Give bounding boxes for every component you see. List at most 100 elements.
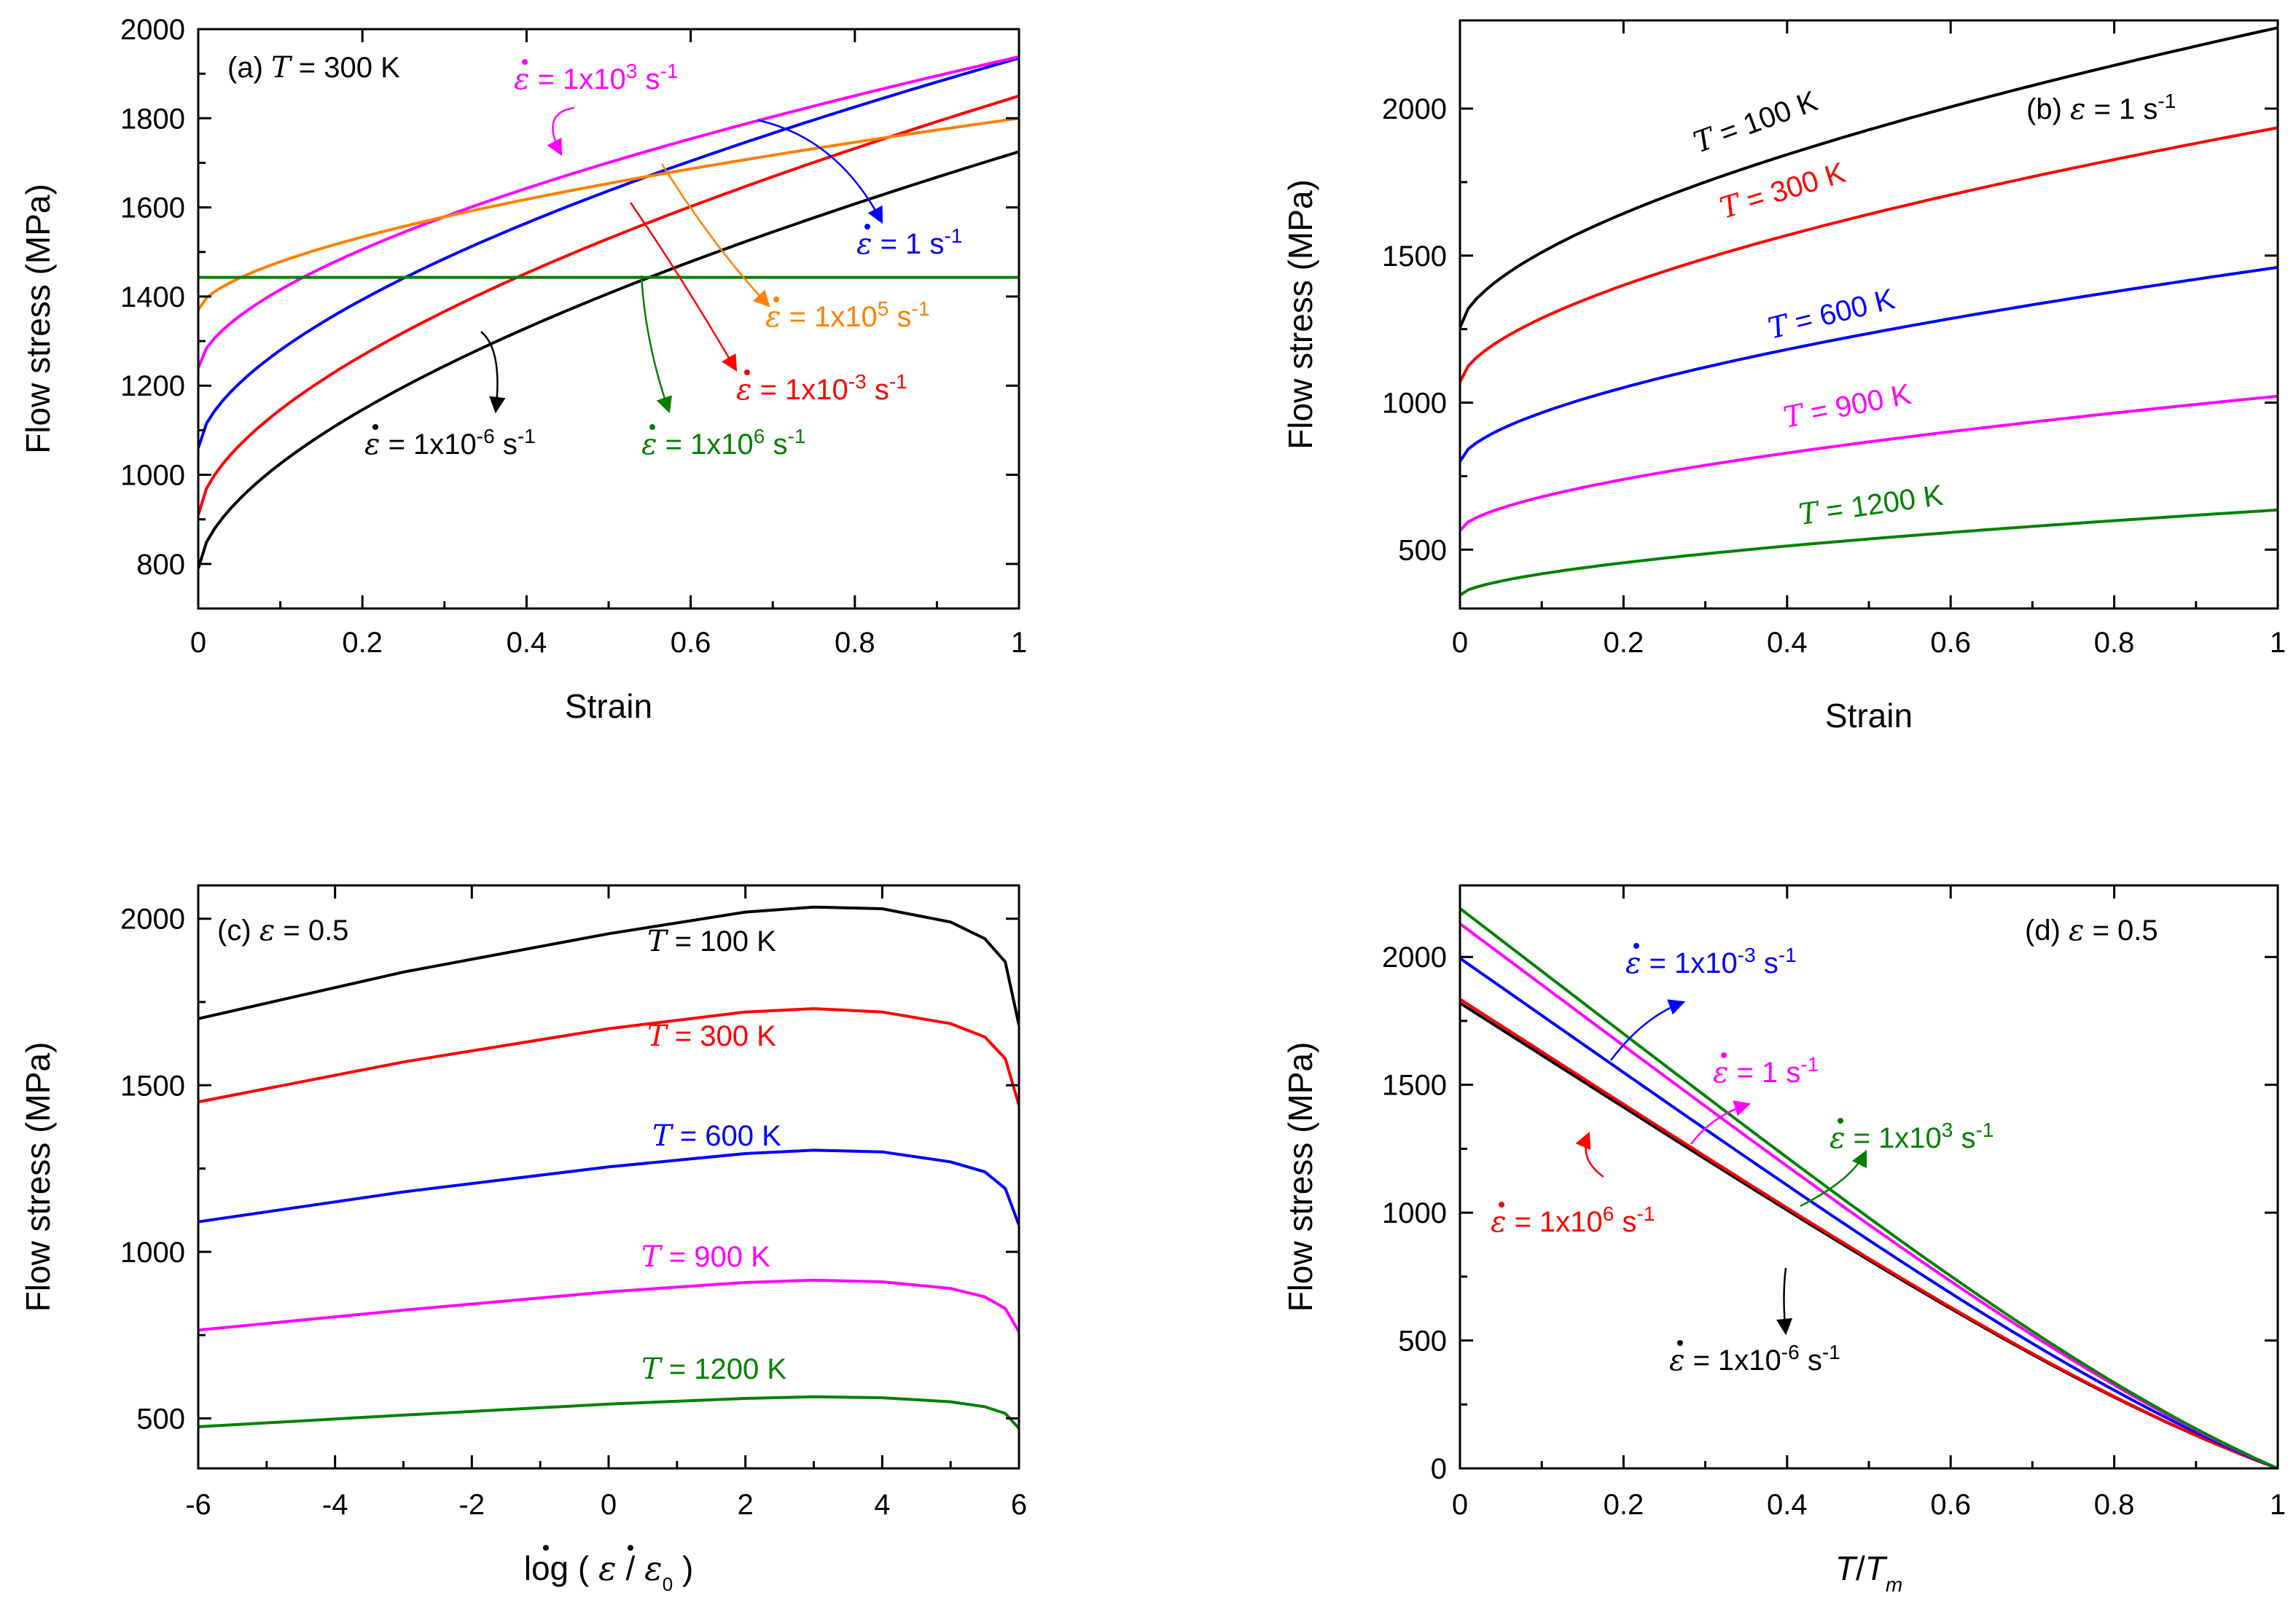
- x-tick-label: 2: [738, 1489, 754, 1521]
- x-tick-label: 0.8: [2094, 1489, 2135, 1521]
- series-line-1: [198, 905, 1019, 1026]
- series-line-2: [1460, 998, 2278, 1468]
- annotation-text: = 1 s: [1728, 1057, 1800, 1089]
- annotation-text: = 1x10: [751, 374, 848, 406]
- annotation-arrow: [1776, 1267, 1793, 1336]
- plot-frame: [1459, 884, 2279, 1470]
- annotation-text: = 1x10: [1641, 947, 1737, 979]
- annotation-text: s: [765, 428, 787, 461]
- xlabel-symbol: T: [1835, 1549, 1858, 1587]
- annotation-1: T = 100 K: [647, 925, 776, 958]
- annotation-text: = 1x10: [529, 63, 625, 95]
- series-group: [1460, 907, 2278, 1468]
- annotation-text: = 1x10: [657, 428, 753, 461]
- rate-dot: [1677, 1340, 1683, 1346]
- series-line-1: [198, 150, 1019, 569]
- series-line-5: [198, 1395, 1019, 1430]
- condition-symbol: T: [271, 51, 293, 85]
- series-group: [1460, 26, 2278, 597]
- annotation-text: s: [637, 63, 660, 95]
- annotation-superscript: -3: [1738, 944, 1756, 966]
- annotation-arrow: [480, 331, 506, 414]
- x-axis-title: Strain: [1825, 697, 1913, 735]
- x-tick-label: 0.6: [1930, 627, 1971, 659]
- annotation-label: ε = 1x10-3 s-1: [1625, 944, 1797, 981]
- x-tick-label: 0.2: [1604, 1489, 1644, 1521]
- annotation-superscript: 3: [1942, 1119, 1953, 1141]
- annotation-label: ε = 1x106 s-1: [641, 425, 805, 462]
- xlabel-rate-dot: [543, 1545, 549, 1551]
- annotation-arrow: [1800, 1149, 1867, 1207]
- annotation-2: ε = 1 s-1: [856, 224, 962, 261]
- rate-dot: [1838, 1118, 1843, 1124]
- series-line-2: [198, 1007, 1019, 1106]
- annotation-4: T = 900 K: [641, 1240, 770, 1274]
- rate-dot: [372, 424, 378, 430]
- annotation-label: T = 1200 K: [1797, 479, 1945, 532]
- y-tick-label: 1000: [120, 460, 185, 492]
- x-tick-label: 0: [1452, 627, 1468, 659]
- annotation-symbol: ε: [641, 428, 657, 461]
- annotation-superscript: -1: [518, 425, 536, 447]
- annotation-label: ε = 1x105 s-1: [765, 297, 929, 334]
- xlabel-part: /: [617, 1549, 644, 1587]
- annotation-symbol: ε: [856, 227, 872, 261]
- annotation-1: ε = 1x10-3 s-1: [1625, 943, 1797, 980]
- annotation-2: T = 300 K: [647, 1019, 776, 1053]
- annotation-1: ε = 1x103 s-1: [514, 59, 678, 96]
- annotation-label: ε = 1x106 s-1: [1491, 1202, 1655, 1240]
- condition-text: = 0.5: [275, 915, 348, 947]
- annotation-arrow: [660, 163, 770, 308]
- xlabel-part: /: [1856, 1549, 1865, 1587]
- annotation-symbol: ε: [1491, 1205, 1506, 1239]
- condition-superscript: -1: [2158, 90, 2176, 112]
- series-line-5: [1460, 508, 2278, 597]
- annotation-symbol: ε: [1625, 947, 1641, 980]
- rate-dot: [1721, 1052, 1727, 1058]
- xlabel-part: ): [673, 1549, 693, 1587]
- annotation-text: = 100 K: [1708, 85, 1821, 153]
- annotation-label: ε = 1 s-1: [856, 224, 962, 262]
- series-line-1: [1460, 26, 2278, 329]
- condition-symbol: ε: [2069, 914, 2084, 947]
- annotation-label: T = 600 K: [1765, 282, 1898, 345]
- x-axis-title: T/Tm: [1835, 1549, 1902, 1596]
- xlabel-part: log (: [524, 1549, 598, 1587]
- series-line-4: [1460, 394, 2278, 532]
- annotation-label: T = 300 K: [1716, 156, 1849, 226]
- series-line-2: [1460, 126, 2278, 383]
- annotation-text: s: [867, 374, 889, 406]
- annotation-label: T = 900 K: [1781, 377, 1914, 435]
- annotation-superscript: -6: [477, 425, 495, 447]
- annotation-text: s: [1953, 1122, 1975, 1154]
- annotation-label: T = 300 K: [647, 1019, 776, 1053]
- annotation-symbol: ε: [514, 63, 529, 96]
- xlabel-subscript: 0: [663, 1573, 673, 1595]
- series-group: [198, 55, 1019, 569]
- annotation-label: ε = 1 s-1: [1713, 1053, 1819, 1090]
- annotation-3: T = 600 K: [1765, 282, 1898, 346]
- annotation-text: = 1x10: [1845, 1122, 1941, 1154]
- rate-dot: [649, 424, 655, 430]
- series-line-4: [1460, 923, 2278, 1468]
- panel-a: 0 0.2 0.4 0.6 0.8 180010001200140016001800200…: [19, 14, 1027, 725]
- y-tick-label: 500: [1398, 1326, 1447, 1358]
- annotation-superscript: -1: [1800, 1053, 1819, 1076]
- annotation-label: ε = 1x10-6 s-1: [1669, 1341, 1840, 1378]
- panel-id: (d): [2025, 915, 2069, 947]
- annotation-text: = 1200 K: [1816, 479, 1945, 529]
- x-tick-label: 0.4: [507, 627, 547, 659]
- x-tick-label: 0.8: [835, 627, 875, 659]
- y-tick-label: 1400: [120, 281, 185, 313]
- plot-frame: [197, 884, 1020, 1470]
- annotation-text: = 1 s: [872, 228, 944, 260]
- series-line-4: [198, 1278, 1019, 1333]
- annotation-text: = 300 K: [667, 1020, 776, 1052]
- annotation-superscript: 6: [754, 425, 765, 447]
- annotation-symbol: ε: [364, 428, 380, 461]
- series-line-3: [1460, 265, 2278, 463]
- y-tick-label: 2000: [1382, 942, 1447, 974]
- annotation-arrow: [757, 119, 883, 224]
- annotation-text: = 100 K: [667, 925, 776, 958]
